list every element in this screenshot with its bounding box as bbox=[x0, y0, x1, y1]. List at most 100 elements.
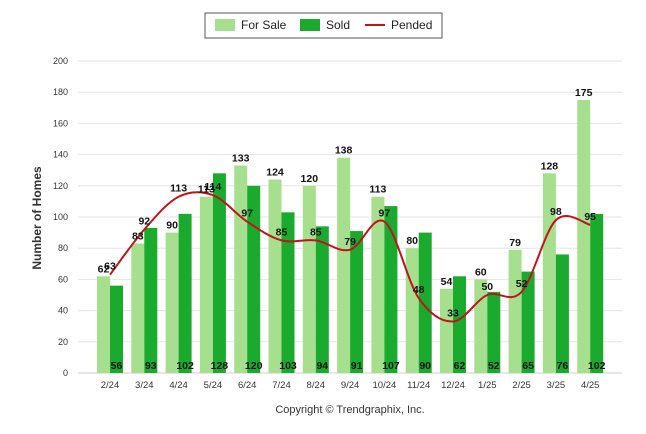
bar-for-sale bbox=[508, 249, 522, 373]
bar-for-sale bbox=[97, 276, 110, 373]
bar-for-sale bbox=[440, 288, 453, 373]
y-tick-label: 0 bbox=[63, 368, 68, 378]
bar-for-sale bbox=[165, 232, 179, 373]
pended-value-label: 95 bbox=[584, 211, 596, 223]
x-tick-label: 3/25 bbox=[547, 380, 566, 391]
x-axis-ticks: 2/24 3/24 4/24 5/24 6/24 7/24 8/24 9/24 10/24 11/… bbox=[101, 380, 600, 391]
legend-label-for-sale: For Sale bbox=[241, 18, 287, 32]
y-tick-label: 60 bbox=[58, 274, 68, 284]
pended-value-label: 85 bbox=[310, 226, 322, 238]
for-sale-value-label: 90 bbox=[166, 220, 178, 232]
for-sale-value-label: 128 bbox=[541, 160, 559, 172]
y-tick-label: 180 bbox=[53, 87, 68, 97]
sold-value-label: 91 bbox=[351, 360, 363, 372]
for-sale-value-label: 138 bbox=[335, 145, 353, 157]
y-tick-label: 120 bbox=[53, 181, 68, 191]
y-tick-label: 20 bbox=[58, 337, 68, 347]
sold-value-label: 128 bbox=[211, 360, 229, 372]
pended-value-label: 114 bbox=[204, 181, 221, 193]
x-tick-label: 12/24 bbox=[441, 380, 465, 391]
bar-sold bbox=[384, 206, 398, 373]
for-sale-value-label: 54 bbox=[441, 276, 453, 288]
pended-value-label: 92 bbox=[138, 215, 150, 227]
pended-value-label: 50 bbox=[481, 281, 493, 293]
x-tick-label: 4/24 bbox=[169, 380, 188, 391]
pended-value-label: 85 bbox=[276, 226, 288, 238]
bar-for-sale bbox=[405, 248, 419, 373]
for-sale-value-label: 133 bbox=[232, 153, 250, 165]
y-tick-label: 200 bbox=[53, 56, 68, 66]
bar-sold bbox=[350, 231, 364, 373]
sold-value-label: 107 bbox=[382, 360, 400, 372]
for-sale-value-label: 120 bbox=[301, 173, 319, 185]
x-tick-label: 11/24 bbox=[407, 380, 430, 391]
pended-value-label: 98 bbox=[550, 206, 562, 218]
x-tick-label: 10/24 bbox=[373, 380, 397, 391]
sold-value-label: 103 bbox=[279, 360, 297, 372]
x-tick-label: 6/24 bbox=[238, 380, 257, 391]
bar-sold bbox=[487, 291, 501, 373]
copyright-footer: Copyright © Trendgraphix, Inc. bbox=[275, 404, 424, 416]
for-sale-value-label: 62 bbox=[98, 263, 110, 275]
x-tick-label: 1/25 bbox=[478, 380, 497, 391]
for-sale-value-label: 113 bbox=[369, 184, 386, 196]
pended-value-label: 97 bbox=[241, 208, 253, 220]
pended-value-label: 52 bbox=[516, 278, 528, 290]
for-sale-value-label: 113 bbox=[198, 184, 215, 196]
bar-sold bbox=[521, 271, 535, 373]
sold-value-label: 90 bbox=[419, 360, 431, 372]
x-tick-label: 2/25 bbox=[512, 380, 531, 391]
legend: For Sale Sold Pended bbox=[204, 12, 443, 39]
pended-value-label: 97 bbox=[379, 208, 391, 220]
sold-value-label: 62 bbox=[454, 360, 466, 372]
bar-sold bbox=[555, 254, 569, 373]
bar-for-sale bbox=[131, 243, 145, 373]
sold-value-label: 65 bbox=[522, 360, 534, 372]
for-sale-value-label: 79 bbox=[509, 237, 521, 249]
pended-line bbox=[109, 191, 591, 323]
bar-sold bbox=[590, 213, 604, 373]
y-tick-label: 100 bbox=[53, 212, 68, 222]
bar-sold bbox=[453, 276, 466, 373]
data-labels: 62 56 83 93 90 102 113 128 133 120 124 103 120 94 138 9… bbox=[98, 87, 606, 372]
legend-label-sold: Sold bbox=[326, 18, 350, 32]
sold-value-label: 56 bbox=[111, 360, 123, 372]
bar-sold bbox=[281, 212, 295, 373]
bar-sold bbox=[212, 173, 226, 373]
for-sale-value-label: 175 bbox=[575, 87, 593, 99]
bar-for-sale bbox=[234, 165, 248, 373]
y-axis-label: Number of Homes bbox=[30, 166, 44, 270]
sold-value-label: 94 bbox=[316, 360, 328, 372]
y-axis-ticks: 0 20 40 60 80 100 120 140 160 180 200 bbox=[53, 56, 68, 378]
bar-for-sale bbox=[474, 279, 488, 373]
bar-sold bbox=[110, 285, 123, 373]
legend-swatch-for-sale bbox=[215, 19, 235, 31]
bar-sold bbox=[247, 185, 261, 373]
bar-for-sale bbox=[199, 196, 213, 373]
bar-sold bbox=[418, 232, 432, 373]
x-tick-label: 7/24 bbox=[272, 380, 291, 391]
sold-value-label: 76 bbox=[557, 360, 569, 372]
pended-value-label: 113 bbox=[170, 183, 187, 195]
bar-sold bbox=[315, 226, 329, 373]
sold-value-label: 102 bbox=[588, 360, 606, 372]
legend-box bbox=[204, 12, 443, 39]
sold-value-label: 52 bbox=[488, 360, 500, 372]
for-sale-value-label: 60 bbox=[475, 266, 487, 278]
y-tick-label: 40 bbox=[58, 306, 68, 316]
x-tick-label: 8/24 bbox=[307, 380, 326, 391]
pended-value-label: 79 bbox=[344, 236, 356, 248]
for-sale-value-label: 80 bbox=[406, 235, 418, 247]
pended-value-label: 33 bbox=[447, 308, 459, 320]
pended-value-label: 63 bbox=[104, 261, 116, 273]
sold-value-label: 93 bbox=[145, 360, 157, 372]
x-tick-label: 9/24 bbox=[341, 380, 360, 391]
for-sale-value-label: 83 bbox=[132, 231, 144, 243]
bar-for-sale bbox=[577, 100, 591, 373]
sold-value-label: 120 bbox=[245, 360, 263, 372]
bar-for-sale bbox=[302, 185, 316, 373]
bar-for-sale bbox=[371, 196, 385, 373]
sold-value-label: 102 bbox=[176, 360, 194, 372]
pended-value-label: 48 bbox=[413, 284, 425, 296]
